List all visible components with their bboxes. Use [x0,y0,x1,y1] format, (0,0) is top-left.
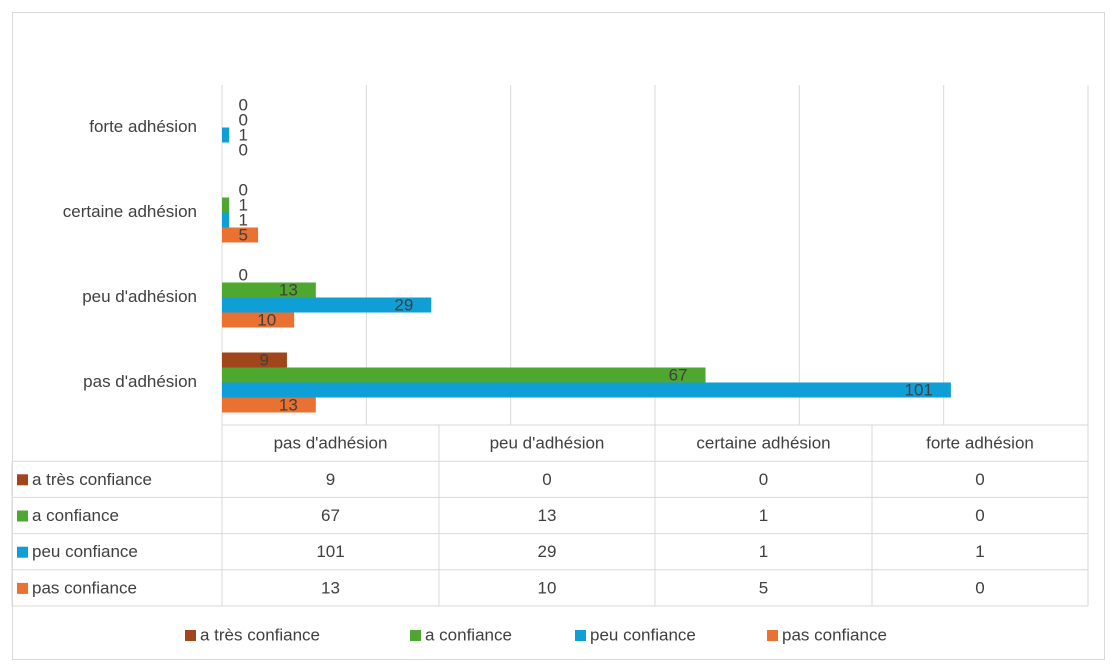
y-tick-label: certaine adhésion [63,202,197,221]
legend-label: a confiance [425,625,512,644]
table-row-label: a confiance [32,506,119,525]
legend-label: peu confiance [590,625,696,644]
table-cell: 67 [321,506,340,525]
table-legend-key [17,546,28,558]
bar [222,352,287,368]
data-label: 13 [279,395,298,414]
legend-key [767,630,778,641]
data-label: 1 [239,195,248,214]
table-header: pas d'adhésion [274,434,388,453]
y-tick-label: forte adhésion [89,117,197,136]
table-cell: 101 [316,542,344,561]
table-legend-key [17,474,28,486]
data-label: 67 [669,365,688,384]
table-cell: 0 [975,506,984,525]
data-label: 13 [279,280,298,299]
chart-frame [12,12,1105,660]
bar [222,212,230,228]
bar [222,197,230,213]
table-cell: 1 [975,542,984,561]
bar [222,382,951,398]
table-cell: 0 [542,470,551,489]
table-cell: 0 [759,470,768,489]
legend-key [575,630,586,641]
legend-label: a très confiance [200,625,320,644]
table-row-label: pas confiance [32,578,137,597]
y-tick-label: pas d'adhésion [83,372,197,391]
table-legend-key [17,510,28,522]
data-label: 0 [239,180,248,199]
table-cell: 29 [538,542,557,561]
data-label: 9 [259,350,268,369]
bar [222,367,706,383]
data-label: 29 [394,295,413,314]
data-label: 1 [239,210,248,229]
table-row-label: a très confiance [32,470,152,489]
data-label: 0 [239,95,248,114]
data-label: 10 [257,310,276,329]
table-cell: 1 [759,506,768,525]
table-row-label: peu confiance [32,542,138,561]
data-label: 1 [239,125,248,144]
table-legend-key [17,582,28,594]
data-label: 0 [239,265,248,284]
table-cell: 13 [321,578,340,597]
table-cell: 13 [538,506,557,525]
legend-label: pas confiance [782,625,887,644]
bar [222,227,259,243]
legend-key [410,630,421,641]
table-cell: 9 [326,470,335,489]
bar [222,297,432,313]
bar [222,282,316,298]
table-header: peu d'adhésion [490,434,605,453]
data-label: 5 [239,225,248,244]
bar [222,312,295,328]
legend-key [185,630,196,641]
bar [222,397,316,413]
table-cell: 5 [759,578,768,597]
table-cell: 10 [538,578,557,597]
table-cell: 1 [759,542,768,561]
table-header: certaine adhésion [696,434,830,453]
table-header: forte adhésion [926,434,1034,453]
table-cell: 0 [975,470,984,489]
data-label: 0 [239,140,248,159]
data-label: 0 [239,110,248,129]
y-tick-label: peu d'adhésion [82,287,197,306]
data-label: 101 [905,380,933,399]
bar [222,127,230,143]
table-cell: 0 [975,578,984,597]
